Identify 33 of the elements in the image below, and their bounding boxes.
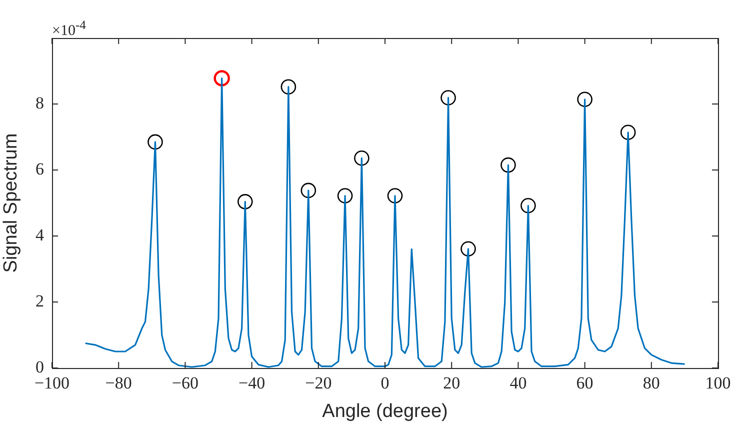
- y-tick-label: 0: [36, 357, 44, 376]
- point: [620, 124, 636, 140]
- y-tick-label: 4: [36, 225, 44, 244]
- point: [300, 182, 316, 198]
- x-tick-label: 80: [642, 374, 660, 393]
- x-tick-label: −80: [105, 374, 132, 393]
- x-tick-label: 100: [705, 374, 731, 393]
- point: [520, 198, 536, 214]
- x-tick-label: −40: [238, 374, 266, 393]
- point: [440, 90, 456, 106]
- point: [354, 150, 370, 166]
- x-axis-title: Angle (degree): [322, 400, 448, 422]
- point: [237, 194, 253, 210]
- point: [280, 79, 296, 94]
- x-tick-label: 20: [443, 374, 460, 393]
- annotation: ×10$^{-4}$: [52, 17, 86, 40]
- x-tick-label: −100: [34, 374, 70, 393]
- x-tick-label: −20: [305, 374, 332, 393]
- point: [577, 92, 592, 108]
- y-tick-label: 2: [36, 291, 44, 310]
- x-tick-label: 40: [510, 374, 527, 393]
- x-tick-label: 0: [380, 374, 390, 393]
- point: [387, 188, 403, 204]
- point: [148, 134, 163, 150]
- y-tick-label: 6: [36, 159, 44, 178]
- point: [500, 157, 516, 173]
- point: [460, 241, 476, 257]
- point: [337, 188, 353, 204]
- y-tick-label: 8: [36, 93, 44, 112]
- x-tick-label: 60: [576, 374, 594, 393]
- point: [214, 70, 230, 86]
- y-axis-title: Signal Spectrum: [0, 133, 22, 273]
- x-tick-label: −60: [172, 374, 198, 393]
